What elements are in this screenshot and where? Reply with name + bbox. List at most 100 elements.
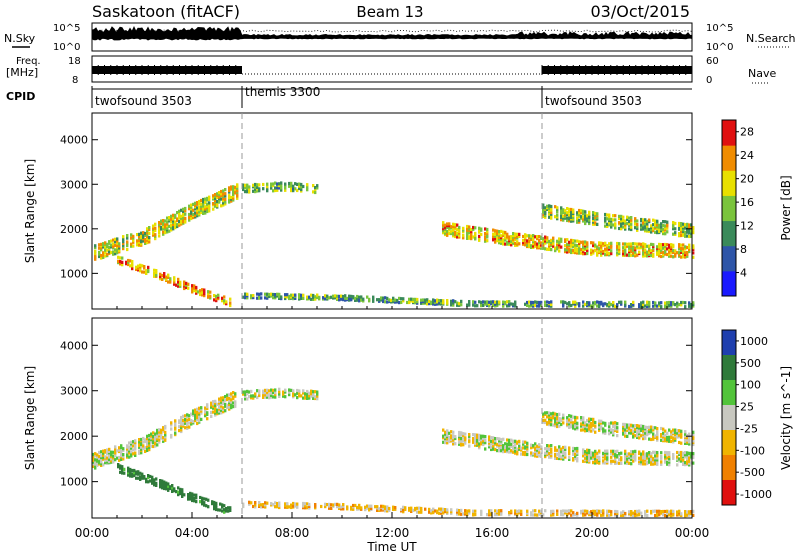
echo-cell-4 — [660, 460, 663, 464]
echo-cell-6 — [664, 305, 667, 309]
echo-cell-4 — [506, 442, 509, 446]
echo-cell-2 — [131, 260, 134, 264]
echo-cell-1 — [198, 411, 201, 415]
echo-cell-6 — [664, 514, 667, 518]
echo-cell-4 — [572, 250, 575, 254]
echo-cell-1 — [138, 438, 141, 442]
echo-cell-4 — [480, 436, 483, 440]
echo-cell-2 — [147, 265, 150, 269]
noise-right-label: N.Search — [746, 32, 796, 45]
echo-cell-5 — [626, 425, 629, 429]
echo-cell-2 — [171, 484, 174, 488]
echo-cell-4 — [492, 237, 495, 241]
echo-cell-2 — [117, 259, 120, 263]
echo-cell-4 — [530, 446, 533, 450]
echo-cell-4 — [622, 242, 625, 246]
echo-cell-2 — [201, 293, 204, 297]
echo-cell-2 — [201, 288, 204, 292]
echo-cell-5 — [594, 213, 597, 217]
echo-cell-3 — [308, 391, 311, 395]
echo-cell-6 — [684, 512, 687, 516]
echo-cell-1 — [228, 188, 231, 192]
y-tick-label: 3000 — [60, 385, 88, 398]
echo-cell-4 — [682, 253, 685, 257]
echo-cell-1 — [202, 200, 205, 204]
echo-cell-5 — [572, 426, 575, 430]
echo-cell-6 — [350, 507, 353, 511]
echo-cell-1 — [184, 414, 187, 418]
echo-cell-4 — [442, 231, 445, 235]
echo-cell-1 — [180, 428, 183, 432]
echo-cell-6 — [658, 509, 661, 513]
echo-cell-2 — [193, 286, 196, 290]
echo-cell-1 — [100, 246, 103, 250]
echo-cell-4 — [692, 246, 695, 250]
echo-cell-3 — [278, 387, 281, 391]
echo-cell-4 — [524, 235, 527, 239]
echo-cell-5 — [642, 225, 645, 229]
echo-cell-6 — [430, 511, 433, 515]
echo-cell-4 — [560, 237, 563, 241]
echo-cell-4 — [442, 428, 445, 432]
echo-cell-2 — [167, 488, 170, 492]
echo-cell-6 — [438, 511, 441, 515]
echo-cell-4 — [574, 247, 577, 251]
echo-cell-4 — [654, 462, 657, 466]
echo-cell-5 — [566, 422, 569, 426]
echo-cell-6 — [288, 296, 291, 301]
echo-cell-4 — [636, 242, 639, 246]
echo-cell-4 — [484, 435, 487, 439]
echo-cell-1 — [188, 207, 191, 211]
echo-cell-2 — [167, 482, 170, 486]
echo-cell-1 — [220, 411, 223, 415]
echo-cell-1 — [104, 254, 107, 258]
echo-cell-6 — [646, 304, 649, 308]
echo-cell-1 — [92, 460, 95, 464]
power-colorbar-frame — [721, 119, 737, 297]
echo-cell-5 — [562, 415, 565, 419]
echo-cell-5 — [658, 229, 661, 233]
echo-cell-6 — [664, 509, 667, 514]
echo-cell-3 — [294, 393, 297, 397]
echo-cell-4 — [652, 456, 655, 461]
echo-cell-1 — [194, 410, 197, 414]
echo-cell-6 — [688, 510, 691, 514]
echo-cell-3 — [252, 394, 255, 398]
echo-cell-3 — [314, 187, 317, 192]
echo-cell-5 — [590, 417, 593, 421]
echo-cell-3 — [258, 393, 261, 398]
echo-cell-5 — [542, 209, 545, 213]
echo-cell-2 — [207, 498, 210, 502]
echo-cell-6 — [608, 304, 611, 308]
echo-cell-5 — [654, 434, 657, 438]
echo-cell-1 — [114, 454, 117, 458]
echo-cell-2 — [127, 473, 130, 477]
echo-cell-2 — [145, 269, 148, 273]
echo-cell-3 — [304, 396, 307, 400]
echo-cell-1 — [94, 254, 97, 258]
echo-cell-4 — [490, 436, 493, 440]
echo-cell-5 — [692, 442, 695, 447]
echo-cell-5 — [572, 208, 575, 212]
echo-cell-5 — [640, 424, 643, 428]
echo-cell-6 — [582, 300, 585, 304]
freq-right-tick-bottom: 0 — [706, 75, 712, 86]
echo-cell-1 — [116, 241, 119, 245]
echo-cell-4 — [514, 232, 517, 236]
echo-cell-4 — [526, 243, 529, 247]
echo-cell-3 — [298, 182, 301, 186]
echo-cell-5 — [566, 418, 569, 422]
echo-cell-6 — [496, 512, 499, 517]
echo-cell-5 — [674, 438, 677, 442]
echo-cell-1 — [120, 451, 123, 455]
echo-cell-5 — [692, 227, 695, 231]
echo-cell-6 — [266, 292, 269, 296]
echo-cell-4 — [462, 236, 465, 240]
echo-cell-3 — [314, 395, 317, 399]
echo-cell-1 — [148, 448, 151, 452]
echo-cell-6 — [638, 304, 641, 309]
echo-cell-6 — [628, 511, 631, 516]
echo-cell-1 — [214, 413, 217, 417]
echo-cell-1 — [116, 251, 119, 255]
echo-cell-2 — [169, 485, 172, 489]
